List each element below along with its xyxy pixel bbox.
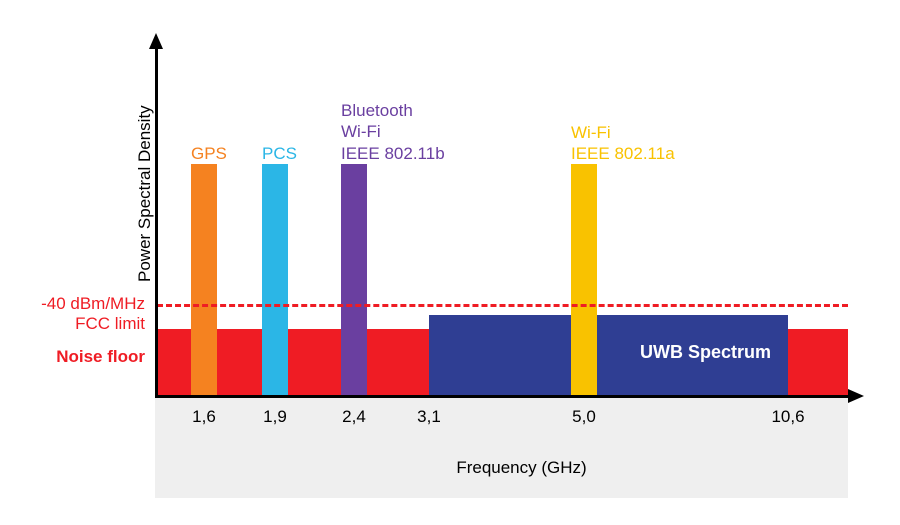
bar-bt24 <box>341 164 367 395</box>
y-axis-label: Power Spectral Density <box>135 105 155 282</box>
x-axis <box>155 395 848 398</box>
bar-pcs <box>262 164 288 395</box>
fcc-limit-line <box>157 304 848 307</box>
x-tick: 5,0 <box>564 407 604 427</box>
x-tick: 1,9 <box>255 407 295 427</box>
fcc-limit-label-1: -40 dBm/MHz <box>41 294 145 314</box>
bar-label-gps: GPS <box>191 143 227 164</box>
x-axis-arrow-icon <box>848 389 864 403</box>
bar-label-wifi5: Wi-FiIEEE 802.11a <box>571 122 675 165</box>
bar-wifi5 <box>571 164 597 395</box>
bar-label-pcs: PCS <box>262 143 297 164</box>
x-tick: 1,6 <box>184 407 224 427</box>
noise-floor-label: Noise floor <box>56 347 145 367</box>
x-axis-label: Frequency (GHz) <box>422 458 622 478</box>
x-tick: 2,4 <box>334 407 374 427</box>
fcc-limit-label-2: FCC limit <box>75 314 145 334</box>
bar-gps <box>191 164 217 395</box>
x-tick: 3,1 <box>409 407 449 427</box>
y-axis-arrow-icon <box>149 33 163 49</box>
spectrum-chart: Power Spectral Density Frequency (GHz) -… <box>0 0 900 525</box>
x-tick: 10,6 <box>768 407 808 427</box>
y-axis <box>155 45 158 397</box>
bar-label-bt24: BluetoothWi-FiIEEE 802.11b <box>341 100 445 164</box>
uwb-spectrum-label: UWB Spectrum <box>640 342 771 363</box>
